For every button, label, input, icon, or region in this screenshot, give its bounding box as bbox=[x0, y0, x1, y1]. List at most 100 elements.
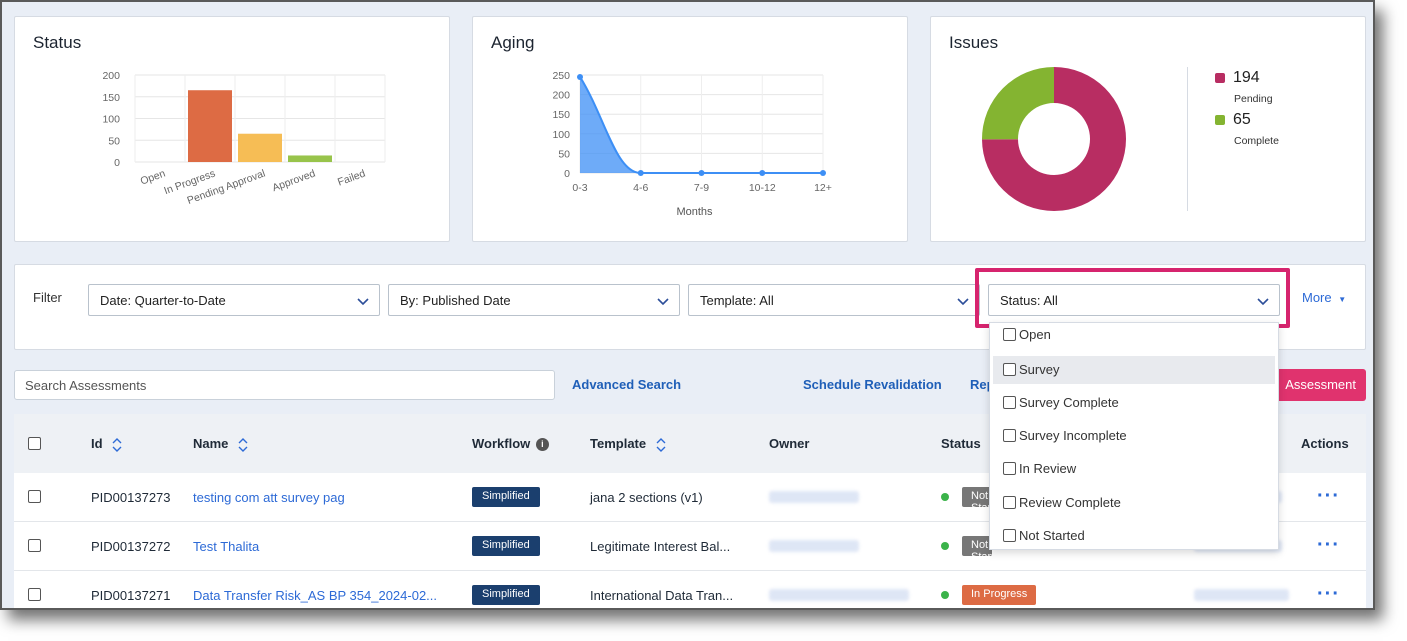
status-card: Status 0 50 100 150 200 Open In Progress Pendin… bbox=[14, 16, 450, 242]
column-header-owner: Owner bbox=[769, 436, 810, 451]
option-checkbox[interactable] bbox=[1003, 496, 1016, 509]
option-checkbox[interactable] bbox=[1003, 529, 1016, 542]
option-checkbox[interactable] bbox=[1003, 396, 1016, 409]
row-name-link[interactable]: testing com att survey pag bbox=[193, 490, 345, 505]
approver-redacted bbox=[1194, 589, 1289, 601]
advanced-search-link[interactable]: Advanced Search bbox=[572, 377, 682, 392]
workflow-badge: Simplified bbox=[472, 487, 540, 507]
x-tick-label: 12+ bbox=[814, 182, 832, 194]
bar bbox=[288, 155, 332, 162]
aging-area-chart: 0 50 100 150 200 250 0-3 4-6 7-9 10-12 12+ Months bbox=[552, 70, 832, 218]
y-tick-label: 200 bbox=[102, 70, 120, 82]
data-point bbox=[577, 73, 583, 80]
row-name-link[interactable]: Test Thalita bbox=[193, 539, 260, 554]
status-option-survey-incomplete[interactable]: Survey Incomplete bbox=[993, 422, 1275, 450]
x-axis-label: Months bbox=[676, 206, 713, 218]
y-tick-label: 150 bbox=[552, 109, 570, 121]
option-checkbox[interactable] bbox=[1003, 363, 1016, 376]
search-placeholder: Search Assessments bbox=[25, 378, 147, 393]
y-tick-label: 250 bbox=[552, 70, 570, 82]
column-header-name-label: Name bbox=[193, 436, 229, 451]
x-tick-label: 4-6 bbox=[633, 182, 648, 194]
chevron-down-icon bbox=[357, 298, 369, 306]
column-header-name[interactable]: Name bbox=[193, 436, 248, 453]
row-actions-menu-icon[interactable]: ··· bbox=[1317, 485, 1340, 507]
by-date-select[interactable]: By: Published Date bbox=[388, 284, 680, 316]
date-filter-value: Date: Quarter-to-Date bbox=[100, 293, 226, 308]
option-checkbox[interactable] bbox=[1003, 462, 1016, 475]
row-template: Legitimate Interest Bal... bbox=[590, 539, 731, 554]
status-dot bbox=[941, 591, 949, 599]
issues-donut-chart bbox=[982, 67, 1126, 211]
more-filters-label: More bbox=[1302, 290, 1332, 305]
y-tick-label: 0 bbox=[114, 157, 120, 169]
table-row[interactable]: PID00137272 Test Thalita Simplified Legi… bbox=[14, 522, 1366, 571]
column-header-template[interactable]: Template bbox=[590, 436, 666, 453]
column-header-workflow-label: Workflow bbox=[472, 436, 531, 451]
status-option-not-started[interactable]: Not Started bbox=[993, 522, 1275, 550]
table-row[interactable]: PID00137271 Data Transfer Risk_AS BP 354… bbox=[14, 571, 1366, 608]
y-tick-label: 200 bbox=[552, 90, 570, 102]
select-all-checkbox[interactable] bbox=[28, 437, 41, 450]
workflow-badge: Simplified bbox=[472, 536, 540, 556]
column-header-actions: Actions bbox=[1301, 436, 1349, 451]
data-point bbox=[637, 170, 644, 176]
search-assessments-input[interactable]: Search Assessments bbox=[14, 370, 555, 400]
x-tick-label: Open bbox=[139, 167, 167, 187]
sort-icon bbox=[238, 437, 248, 452]
status-filter-value: Status: All bbox=[1000, 293, 1058, 308]
new-assessment-button[interactable]: Assessment bbox=[1272, 369, 1366, 401]
date-filter-select[interactable]: Date: Quarter-to-Date bbox=[88, 284, 380, 316]
issues-card: Issues 194 Pending 65 Complete bbox=[930, 16, 1366, 242]
x-tick-label: 10-12 bbox=[749, 182, 776, 194]
app-window: Status 0 50 100 150 200 Open In Progress Pendin… bbox=[0, 0, 1375, 610]
status-dropdown-menu: Open Survey Survey Complete Survey Incom… bbox=[989, 322, 1279, 550]
series-line bbox=[579, 76, 823, 174]
data-point bbox=[759, 170, 766, 176]
x-tick-label: Failed bbox=[336, 167, 367, 188]
row-checkbox[interactable] bbox=[28, 588, 41, 601]
y-tick-label: 50 bbox=[558, 148, 570, 160]
reports-link[interactable]: Rep bbox=[970, 377, 995, 392]
option-checkbox[interactable] bbox=[1003, 328, 1016, 341]
row-checkbox[interactable] bbox=[28, 490, 41, 503]
y-tick-label: 100 bbox=[102, 114, 120, 126]
row-actions-menu-icon[interactable]: ··· bbox=[1317, 534, 1340, 556]
row-actions-menu-icon[interactable]: ··· bbox=[1317, 583, 1340, 605]
legend-label: Complete bbox=[1234, 135, 1279, 147]
y-tick-label: 50 bbox=[108, 135, 120, 147]
row-name-link[interactable]: Data Transfer Risk_AS BP 354_2024-02... bbox=[193, 588, 438, 603]
data-point bbox=[820, 170, 826, 176]
column-header-workflow: Workflow i bbox=[472, 436, 549, 452]
status-option-in-review[interactable]: In Review bbox=[993, 455, 1275, 483]
legend-divider bbox=[1187, 67, 1188, 211]
status-option-review-complete[interactable]: Review Complete bbox=[993, 489, 1275, 517]
issues-legend: 194 Pending 65 Complete bbox=[1215, 69, 1355, 189]
status-option-survey[interactable]: Survey bbox=[993, 356, 1275, 384]
status-filter-highlight bbox=[975, 268, 1290, 328]
status-card-title: Status bbox=[33, 33, 82, 52]
row-template: International Data Tran... bbox=[590, 588, 734, 603]
legend-swatch bbox=[1215, 115, 1225, 125]
schedule-revalidation-link[interactable]: Schedule Revalidation bbox=[803, 377, 942, 392]
row-checkbox[interactable] bbox=[28, 539, 41, 552]
status-option-open[interactable]: Open bbox=[993, 321, 1275, 349]
template-filter-select[interactable]: Template: All bbox=[688, 284, 980, 316]
status-badge: Not Started bbox=[962, 536, 992, 556]
chevron-down-icon bbox=[957, 298, 969, 306]
info-icon[interactable]: i bbox=[535, 438, 549, 452]
status-dot bbox=[941, 493, 949, 501]
more-filters-button[interactable]: More ▼ bbox=[1302, 290, 1346, 305]
aging-card-title: Aging bbox=[491, 33, 535, 52]
x-tick-label: Approved bbox=[271, 167, 317, 194]
workflow-badge: Simplified bbox=[472, 585, 540, 605]
option-label: Survey Incomplete bbox=[1019, 428, 1127, 443]
status-option-survey-complete[interactable]: Survey Complete bbox=[993, 389, 1275, 417]
legend-swatch bbox=[1215, 73, 1225, 83]
legend-value: 65 bbox=[1233, 111, 1251, 128]
option-checkbox[interactable] bbox=[1003, 429, 1016, 442]
status-filter-select[interactable]: Status: All bbox=[988, 284, 1280, 316]
donut-slice bbox=[982, 67, 1126, 211]
y-tick-label: 150 bbox=[102, 92, 120, 104]
column-header-id[interactable]: Id bbox=[91, 436, 122, 453]
